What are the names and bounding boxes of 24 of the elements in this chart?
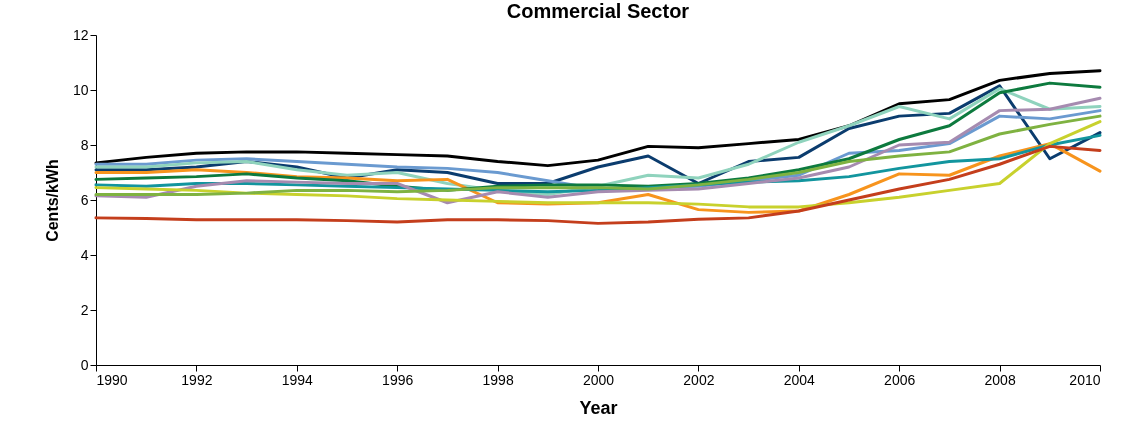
x-tick-label: 2004 xyxy=(783,371,816,388)
x-tick-label: 1994 xyxy=(281,371,314,388)
line-series xyxy=(94,144,1102,225)
x-tick-label: 2010 xyxy=(1069,371,1101,388)
x-tick-label: 1992 xyxy=(181,371,213,388)
x-tick-label: 2000 xyxy=(582,371,615,388)
x-tick-label: 1998 xyxy=(482,371,514,388)
y-axis-title: Cents/kWh xyxy=(43,159,61,242)
chart-title: Commercial Sector xyxy=(506,0,690,22)
x-tick-label: 2006 xyxy=(884,371,916,388)
x-tick-label: 2002 xyxy=(683,371,715,388)
y-tick-label: 4 xyxy=(80,246,89,263)
line-series xyxy=(94,96,1102,205)
y-tick-label: 8 xyxy=(80,136,89,153)
x-tick-label: 2008 xyxy=(984,371,1016,388)
x-tick-label: 1990 xyxy=(96,371,128,388)
y-tick-label: 12 xyxy=(72,26,89,43)
x-tick-label: 1996 xyxy=(382,371,414,388)
y-tick-label: 10 xyxy=(72,81,89,98)
y-tick-label: 2 xyxy=(80,301,89,318)
y-tick-label: 0 xyxy=(80,356,89,373)
line-series xyxy=(94,120,1102,209)
y-tick-label: 6 xyxy=(80,191,89,208)
x-axis-title: Year xyxy=(579,397,618,418)
